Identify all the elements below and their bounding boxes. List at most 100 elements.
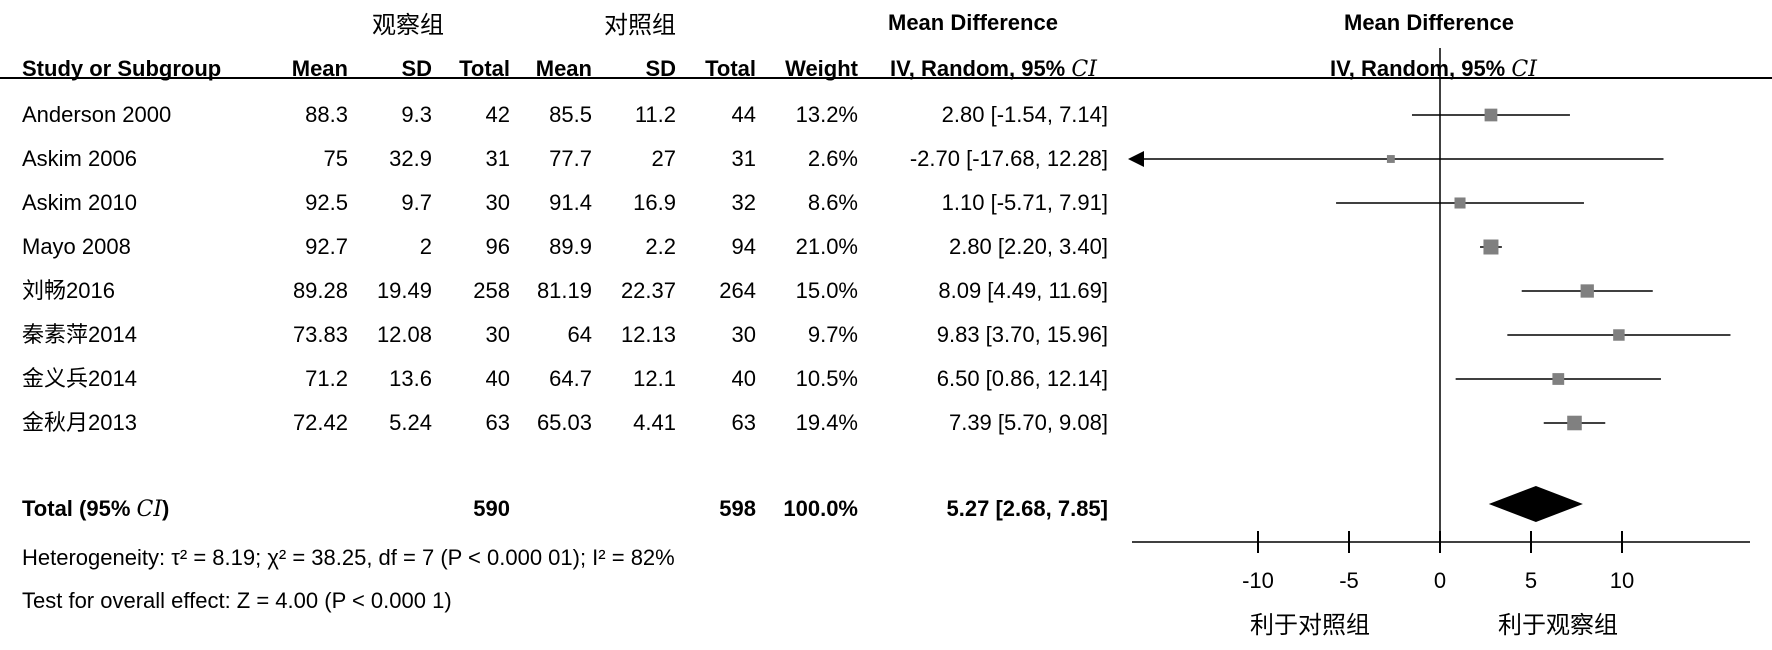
- effect-square: [1484, 108, 1498, 122]
- x-tick-label: 5: [1525, 568, 1537, 593]
- table-row: Anderson 2000 88.3 9.3 42 85.5 11.2 44 13.2% 2.8…: [0, 102, 1120, 128]
- mean1-cell: 73.83: [292, 322, 348, 347]
- x-tick-label: 10: [1610, 568, 1634, 593]
- effect-square: [1386, 155, 1395, 163]
- mean2-cell: 77.7: [549, 146, 592, 171]
- mean2-cell: 64.7: [549, 366, 592, 391]
- total2-cell: 44: [731, 102, 756, 127]
- total2-cell: 63: [731, 410, 756, 435]
- md-method-text: IV, Random, 95%: [890, 56, 1066, 81]
- md-ci-cell: 1.10 [-5.71, 7.91]: [941, 190, 1108, 215]
- header-rule: [0, 77, 1772, 79]
- mean2-cell: 91.4: [549, 190, 592, 215]
- study-name: Askim 2010: [22, 190, 137, 215]
- weight-cell: 19.4%: [795, 410, 858, 435]
- mean1-cell: 92.5: [305, 190, 348, 215]
- total1-cell: 96: [485, 234, 510, 259]
- total1-cell: 30: [485, 190, 510, 215]
- sd2-cell: 4.41: [633, 410, 676, 435]
- sd2-cell: 22.37: [620, 278, 676, 303]
- sd1-cell: 13.6: [389, 366, 432, 391]
- mean2-cell: 81.19: [536, 278, 592, 303]
- effect-square: [1613, 329, 1625, 341]
- sd1-cell: 9.3: [401, 102, 432, 127]
- col-total1-header: Total: [459, 56, 510, 81]
- col-sd1-header: SD: [401, 56, 432, 81]
- forest-plot: -10 -5 0 5 10 利于对照组 利于观察组: [1128, 48, 1750, 639]
- md-ci-cell: 2.80 [2.20, 3.40]: [948, 234, 1108, 259]
- weight-cell: 10.5%: [795, 366, 858, 391]
- group2-header: 对照组: [604, 11, 676, 39]
- study-name: 金秋月2013: [22, 410, 137, 435]
- md-method-header: IV, Random, 95% CI: [890, 56, 1097, 83]
- sd2-cell: 12.1: [633, 366, 676, 391]
- sd2-cell: 11.2: [634, 102, 676, 127]
- sd1-cell: 2: [419, 234, 432, 259]
- md-ci-cell: 7.39 [5.70, 9.08]: [948, 410, 1108, 435]
- col-mean2-header: Mean: [535, 56, 592, 81]
- sd2-cell: 12.13: [620, 322, 676, 347]
- total-md: 5.27 [2.68, 7.85]: [946, 496, 1108, 521]
- favours-experimental-label: 利于观察组: [1498, 611, 1618, 639]
- md-ci-cell: 6.50 [0.86, 12.14]: [936, 366, 1108, 391]
- total1-cell: 31: [485, 146, 510, 171]
- mean1-cell: 71.2: [305, 366, 348, 391]
- md-ci-cell: 2.80 [-1.54, 7.14]: [941, 102, 1108, 127]
- col-sd2-header: SD: [645, 56, 676, 81]
- mean1-cell: 72.42: [292, 410, 348, 435]
- total-label: Total (95% CI): [22, 496, 169, 523]
- table-row: 金义兵2014 71.2 13.6 40 64.7 12.1 40 10.5% 6.50 [0.…: [0, 366, 1120, 392]
- effect-square: [1483, 239, 1499, 255]
- heterogeneity-stats: Heterogeneity: τ² = 8.19; χ² = 38.25, df…: [22, 545, 675, 570]
- weight-cell: 8.6%: [807, 190, 858, 215]
- sd1-cell: 9.7: [401, 190, 432, 215]
- total-label-close: ): [162, 496, 170, 521]
- total2-cell: 31: [731, 146, 756, 171]
- weight-cell: 21.0%: [795, 234, 858, 259]
- x-tick-label: -5: [1339, 568, 1359, 593]
- favours-control-label: 利于对照组: [1250, 611, 1370, 639]
- mean1-cell: 88.3: [305, 102, 348, 127]
- weight-cell: 2.6%: [807, 146, 858, 171]
- total1-cell: 40: [485, 366, 510, 391]
- study-name: 刘畅2016: [22, 278, 115, 303]
- col-total2-header: Total: [705, 56, 756, 81]
- sd1-cell: 12.08: [376, 322, 432, 347]
- plot-method-text: IV, Random, 95%: [1330, 56, 1506, 81]
- plot-title: Mean Difference: [1344, 10, 1514, 35]
- weight-cell: 15.0%: [795, 278, 858, 303]
- overall-effect-test: Test for overall effect: Z = 4.00 (P < 0…: [22, 588, 452, 613]
- total2-cell: 264: [719, 278, 756, 303]
- table-row: Askim 2010 92.5 9.7 30 91.4 16.9 32 8.6% 1.10 [-…: [0, 190, 1120, 216]
- total2-cell: 32: [731, 190, 756, 215]
- sd2-cell: 27: [651, 146, 676, 171]
- study-name: 秦素萍2014: [22, 322, 137, 347]
- sd1-cell: 5.24: [389, 410, 432, 435]
- mean2-cell: 65.03: [536, 410, 592, 435]
- total-ci-symbol: CI: [136, 497, 163, 522]
- study-name: Anderson 2000: [22, 102, 172, 127]
- mean1-cell: 89.28: [292, 278, 348, 303]
- pooled-diamond: [1488, 486, 1583, 522]
- effect-square: [1580, 284, 1594, 298]
- table-row: Mayo 2008 92.7 2 96 89.9 2.2 94 21.0% 2.80 [2.20…: [0, 234, 1120, 260]
- col-mean1-header: Mean: [291, 56, 348, 81]
- x-tick-label: -10: [1242, 568, 1274, 593]
- total-label-text: Total (95%: [22, 496, 131, 521]
- ci-arrow-left: [1128, 151, 1144, 167]
- effect-square: [1567, 415, 1582, 431]
- total2-cell: 30: [731, 322, 756, 347]
- sd2-cell: 16.9: [633, 190, 676, 215]
- study-name: Askim 2006: [22, 146, 137, 171]
- total1-cell: 42: [485, 102, 510, 127]
- sd1-cell: 19.49: [376, 278, 432, 303]
- total-weight: 100.0%: [783, 496, 858, 521]
- md-ci-cell: 8.09 [4.49, 11.69]: [938, 278, 1108, 303]
- col-weight-header: Weight: [785, 56, 858, 81]
- md-ci-cell: 9.83 [3.70, 15.96]: [936, 322, 1108, 347]
- table-row: Askim 2006 75 32.9 31 77.7 27 31 2.6% -2.70 [-17…: [0, 146, 1120, 172]
- total1-cell: 258: [473, 278, 510, 303]
- x-tick-label: 0: [1434, 568, 1446, 593]
- effect-square: [1552, 373, 1565, 385]
- col-study-header: Study or Subgroup: [22, 56, 222, 81]
